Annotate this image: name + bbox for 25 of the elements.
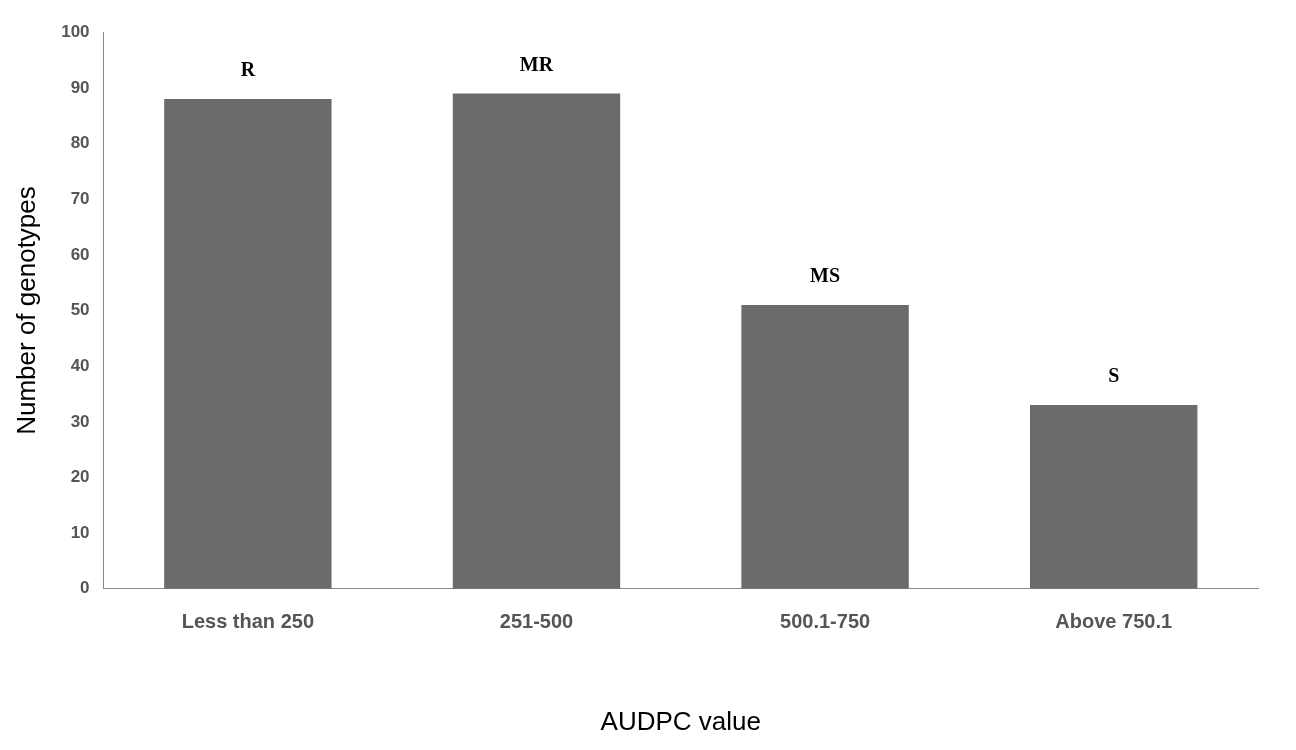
bar: [741, 304, 909, 589]
annotation: S: [1108, 364, 1120, 387]
y-tick-label: 0: [80, 578, 90, 598]
y-tick-label: 100: [61, 21, 90, 41]
bar: [164, 98, 332, 589]
y-tick-label: 10: [70, 522, 90, 542]
x-tick-label: 251-500: [499, 610, 574, 633]
bar: [1030, 405, 1198, 589]
y-tick-label: 70: [70, 188, 90, 208]
bar: [452, 93, 621, 589]
y-axis-title: Number of genotypes: [10, 186, 41, 435]
x-tick-label: 500.1-750: [780, 610, 871, 633]
x-tick-label: Less than 250: [181, 610, 315, 633]
x-tick-label: Above 750.1: [1055, 610, 1173, 633]
annotation: R: [240, 58, 256, 81]
annotation: MR: [519, 52, 554, 75]
y-tick-label: 40: [70, 355, 90, 375]
y-tick-label: 80: [70, 133, 90, 153]
x-axis-title: AUDPC value: [600, 705, 761, 736]
y-tick-label: 30: [70, 411, 90, 431]
y-tick-label: 60: [70, 244, 90, 264]
y-tick-label: 20: [70, 467, 90, 487]
y-tick-label: 90: [70, 77, 90, 97]
y-tick-label: 50: [70, 300, 90, 320]
annotation: MS: [810, 264, 841, 287]
